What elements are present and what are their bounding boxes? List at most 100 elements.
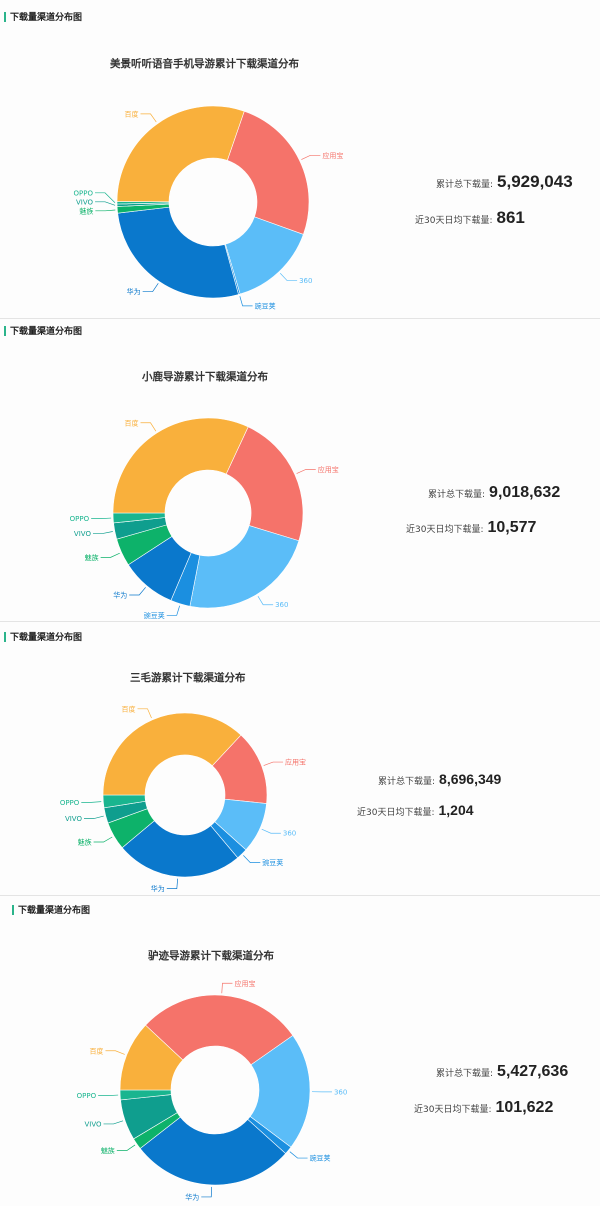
leader-line <box>100 552 120 558</box>
leader-line <box>98 1094 119 1096</box>
leader-line <box>166 878 179 889</box>
total-downloads: 累计总下载量: 5,929,043 <box>436 172 573 191</box>
total-downloads: 累计总下载量: 9,018,632 <box>428 484 561 501</box>
slice-label: 魅族 <box>85 553 99 562</box>
slice-label: 豌豆荚 <box>255 301 276 310</box>
slice-应用宝[interactable] <box>145 994 294 1066</box>
total-downloads: 累计总下载量: 8,696,349 <box>378 771 502 787</box>
slice-label: 百度 <box>89 1046 103 1055</box>
slice-label: 豌豆荚 <box>310 1154 331 1163</box>
section-title: 下载量渠道分布图 <box>4 10 82 23</box>
leader-line <box>221 982 233 994</box>
leader-line <box>93 836 113 843</box>
slice-应用宝[interactable] <box>225 426 304 542</box>
chart-title: 驴迹导游累计下载渠道分布 <box>148 950 274 962</box>
slice-label: 360 <box>283 830 296 838</box>
leader-line <box>166 605 180 616</box>
chart-title: 美景听听语音手机导游累计下载渠道分布 <box>110 58 299 70</box>
leader-line <box>201 1186 212 1198</box>
slice-label: 魅族 <box>79 206 93 215</box>
section-title: 下载量渠道分布图 <box>12 903 90 916</box>
leader-line <box>261 828 281 834</box>
accent-bar <box>4 325 6 336</box>
slice-label: VIVO <box>74 530 92 538</box>
slice-百度[interactable] <box>102 712 242 796</box>
slice-label: 360 <box>275 601 288 609</box>
leader-line <box>243 855 261 863</box>
leader-line <box>140 113 157 123</box>
slice-label: VIVO <box>84 1120 102 1128</box>
slice-应用宝[interactable] <box>226 110 310 235</box>
accent-bar <box>4 11 6 22</box>
avg30-downloads: 近30天日均下载量: 861 <box>415 208 525 227</box>
panel-2: 下载量渠道分布图 小鹿导游累计下载渠道分布 应用宝 360 豌豆荚 华为 魅族 VIVO O… <box>0 319 600 622</box>
slice-label: 应用宝 <box>234 979 255 988</box>
leader-line <box>137 708 152 719</box>
avg30-downloads: 近30天日均下载量: 10,577 <box>406 519 537 536</box>
leader-line <box>257 595 274 606</box>
slice-label: VIVO <box>76 198 94 206</box>
slice-label: 应用宝 <box>285 758 306 767</box>
leader-line <box>92 531 113 534</box>
slice-label: 魅族 <box>78 838 92 847</box>
slice-label: 华为 <box>185 1192 199 1201</box>
slice-label: 华为 <box>127 287 141 296</box>
panel-3: 下载量渠道分布图 三毛游累计下载渠道分布 应用宝 360 豌豆荚华为 魅族 VIVO OP… <box>0 622 600 896</box>
accent-bar <box>12 904 14 915</box>
leader-line <box>301 154 321 160</box>
accent-bar <box>4 631 6 642</box>
slice-label: 应用宝 <box>322 151 343 160</box>
slice-label: 百度 <box>125 109 139 118</box>
slice-华为[interactable] <box>117 206 239 299</box>
slice-label: 百度 <box>122 704 136 713</box>
slice-label: 魅族 <box>101 1146 115 1155</box>
slice-label: OPPO <box>60 799 80 807</box>
slice-label: 豌豆荚 <box>144 611 165 620</box>
leader-line <box>95 192 116 204</box>
chart-title: 三毛游累计下载渠道分布 <box>130 672 246 684</box>
leader-line <box>140 422 157 432</box>
slice-华为[interactable] <box>121 820 239 878</box>
slice-百度[interactable] <box>116 105 245 203</box>
slice-label: OPPO <box>70 515 90 523</box>
slice-label: 豌豆荚 <box>262 858 283 867</box>
panel-1: 下载量渠道分布图 美景听听语音手机导游累计下载渠道分布 应用宝 360 豌豆荚 华为 魅… <box>0 0 600 319</box>
leader-line <box>91 517 112 519</box>
leader-line <box>142 283 159 292</box>
chart-title: 小鹿导游累计下载渠道分布 <box>142 371 268 383</box>
leader-line <box>95 201 116 206</box>
leader-line <box>129 587 146 596</box>
slice-label: OPPO <box>74 189 94 197</box>
slice-百度[interactable] <box>119 1024 184 1091</box>
total-downloads: 累计总下载量: 5,427,636 <box>436 1063 569 1080</box>
slice-label: 应用宝 <box>318 465 339 474</box>
slice-label: 华为 <box>151 884 165 893</box>
leader-line <box>263 761 284 766</box>
section-title: 下载量渠道分布图 <box>4 630 82 643</box>
leader-line <box>279 273 298 281</box>
slice-label: 华为 <box>113 590 127 599</box>
leader-line <box>289 1151 308 1159</box>
leader-line <box>83 815 104 819</box>
avg30-downloads: 近30天日均下载量: 101,622 <box>414 1099 554 1116</box>
slice-label: VIVO <box>65 815 83 823</box>
leader-line <box>296 469 316 474</box>
leader-line <box>103 1120 124 1125</box>
slice-label: 360 <box>334 1088 347 1096</box>
panel-4: 下载量渠道分布图 驴迹导游累计下载渠道分布 应用宝 360 豌豆荚华为 魅族 VIVO O… <box>0 896 600 1206</box>
leader-line <box>116 1144 136 1151</box>
slice-label: OPPO <box>77 1092 97 1100</box>
section-title: 下载量渠道分布图 <box>4 324 82 337</box>
leader-line <box>105 1050 125 1055</box>
slice-360[interactable] <box>189 525 300 609</box>
leader-line <box>81 801 102 803</box>
leader-line <box>95 209 116 212</box>
slice-label: 360 <box>299 277 312 285</box>
avg30-downloads: 近30天日均下载量: 1,204 <box>357 802 474 818</box>
slice-百度[interactable] <box>112 417 249 514</box>
slice-华为[interactable] <box>139 1116 287 1186</box>
